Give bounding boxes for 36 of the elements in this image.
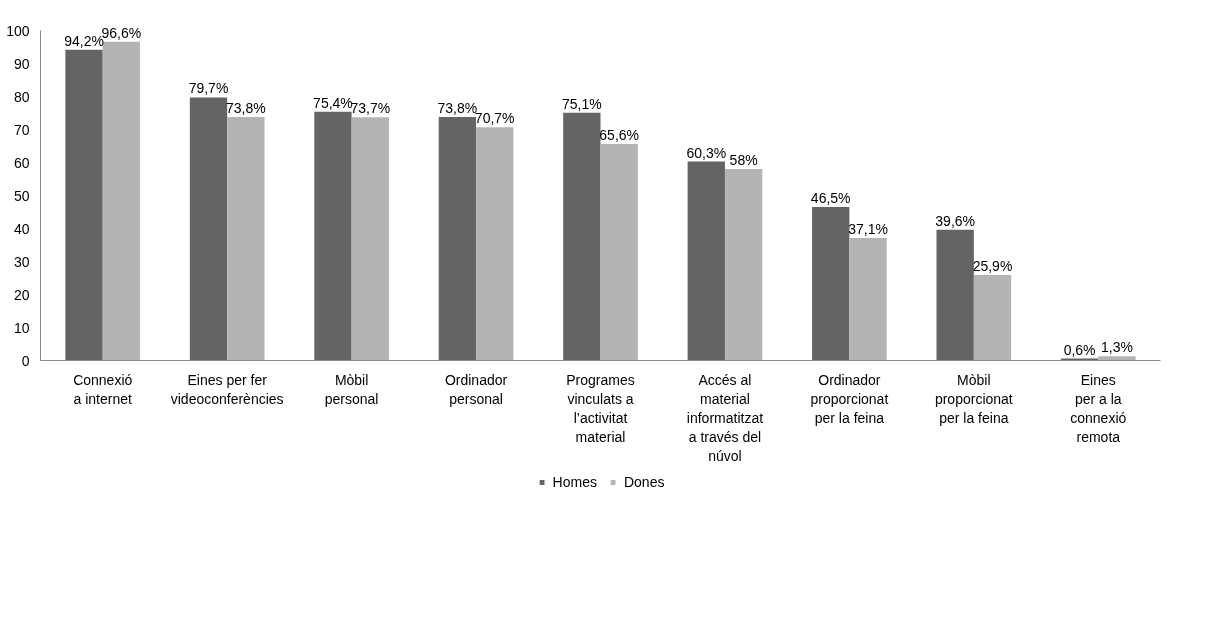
data-label: 96,6% — [101, 24, 142, 41]
data-label: 75,1% — [561, 95, 602, 112]
x-tick-label: Mòbil personal — [324, 371, 379, 407]
y-tick-label: 10 — [13, 319, 30, 336]
data-label: 46,5% — [810, 190, 851, 207]
x-tick-label: Ordinador proporcionat per la feina — [810, 371, 889, 426]
y-tick-label: 100 — [6, 22, 30, 39]
y-tick-label: 40 — [13, 220, 30, 237]
data-label: 73,8% — [437, 99, 478, 116]
y-tick-label: 20 — [13, 286, 30, 303]
x-tick-label: Connexió a internet — [73, 371, 133, 407]
x-tick-label: Mòbil proporcionat per la feina — [934, 371, 1013, 426]
data-label: 79,7% — [188, 80, 229, 97]
y-tick-label: 90 — [13, 55, 30, 72]
data-label: 60,3% — [686, 144, 727, 161]
legend-label: Homes — [552, 474, 597, 490]
data-label: 25,9% — [972, 258, 1013, 275]
y-tick-label: 50 — [13, 187, 30, 204]
x-tick-label: Programes vinculats a l’activitat material — [566, 371, 635, 446]
y-tick-label: 70 — [13, 121, 30, 138]
x-tick-label: Eines per a la connexió remota — [1070, 371, 1127, 446]
data-label: 58% — [729, 152, 758, 169]
data-label: 65,6% — [599, 127, 640, 144]
y-tick-label: 80 — [13, 88, 30, 105]
data-label: 39,6% — [935, 212, 976, 229]
x-tick-label: Accés al material informatitzat a través del núvol — [686, 371, 764, 465]
data-label: 75,4% — [313, 94, 353, 111]
legend-label: Dones — [623, 474, 665, 490]
x-tick-label: Ordinador personal — [444, 371, 508, 407]
y-tick-label: 0 — [21, 352, 30, 369]
x-tick-label: Eines per fer videoconferències — [170, 371, 284, 407]
y-tick-label: 30 — [13, 253, 30, 270]
data-label: 37,1% — [848, 221, 888, 238]
data-label: 0,6% — [1063, 341, 1096, 358]
data-label: 1,3% — [1100, 339, 1133, 356]
y-tick-label: 60 — [13, 154, 30, 171]
